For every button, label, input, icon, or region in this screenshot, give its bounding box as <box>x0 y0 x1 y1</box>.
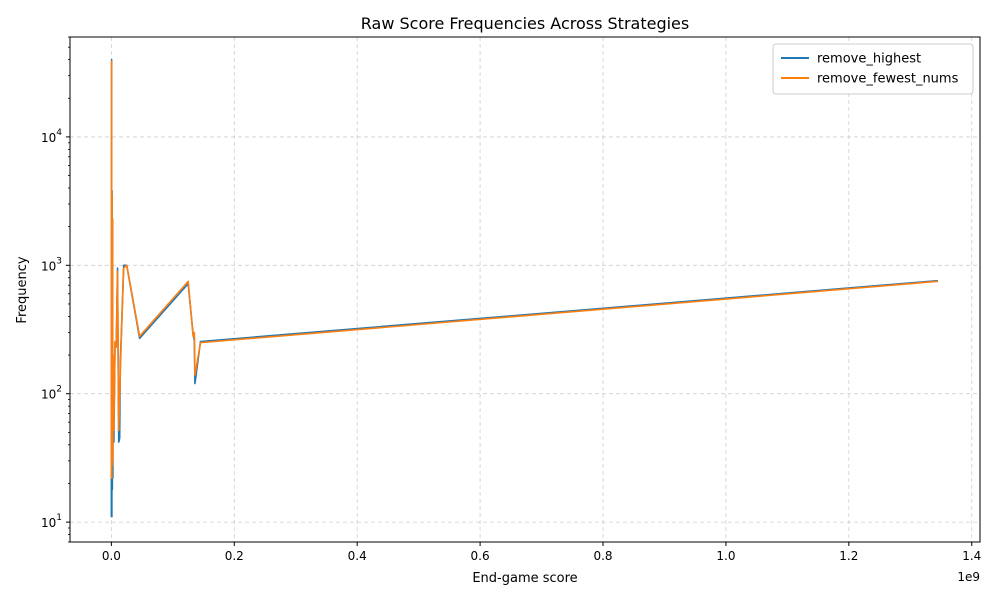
x-tick-label: 0.0 <box>102 549 121 563</box>
y-tick-label: 103 <box>41 256 62 273</box>
x-tick-label: 1.2 <box>839 549 858 563</box>
x-tick-label: 0.2 <box>225 549 244 563</box>
x-axis-offset-label: 1e9 <box>957 570 980 584</box>
grid-lines <box>70 37 980 542</box>
x-tick-label: 0.4 <box>348 549 367 563</box>
x-tick-label: 1.0 <box>716 549 735 563</box>
y-tick-label: 102 <box>41 385 62 402</box>
series-lines <box>110 58 939 518</box>
x-tick-label: 0.8 <box>593 549 612 563</box>
legend-label-remove-fewest-nums: remove_fewest_nums <box>817 72 959 87</box>
series-line-remove-highest <box>110 58 939 518</box>
x-axis-label: End-game score <box>472 571 577 586</box>
x-tick-label: 0.6 <box>471 549 490 563</box>
legend-box <box>772 43 974 95</box>
legend-label-remove-highest: remove_highest <box>817 52 921 67</box>
y-axis-label: Frequency <box>15 256 30 323</box>
y-minor-ticks <box>68 36 70 543</box>
legend: remove_highest remove_fewest_nums <box>772 43 974 95</box>
x-tick-label: 1.4 <box>962 549 981 563</box>
y-tick-label: 101 <box>41 513 62 530</box>
y-tick-label: 104 <box>41 128 62 145</box>
y-axis-ticks: 101 102 103 104 <box>41 36 70 543</box>
x-axis-ticks: 0.0 0.2 0.4 0.6 0.8 1.0 1.2 1.4 <box>102 542 981 563</box>
chart-title: Raw Score Frequencies Across Strategies <box>361 14 689 33</box>
series-line-remove-fewest-nums <box>110 60 939 479</box>
plot-frame <box>69 36 981 543</box>
